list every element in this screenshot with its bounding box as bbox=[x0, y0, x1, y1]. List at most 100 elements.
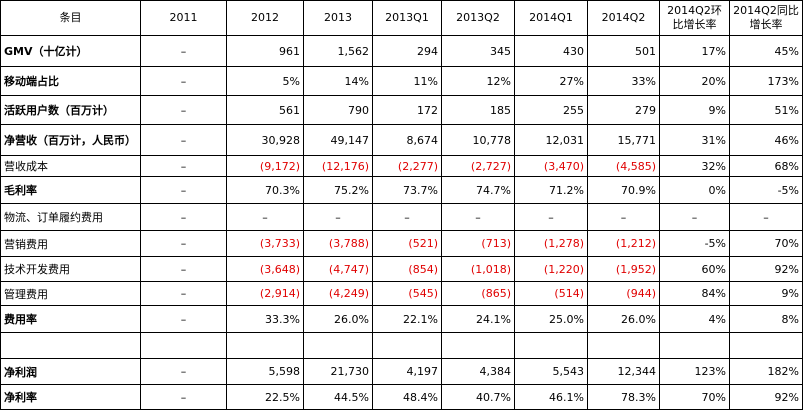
empty-cell bbox=[140, 332, 227, 359]
header-cell: 2013 bbox=[303, 0, 373, 36]
data-row: 净利润 –5,598 21,730 4,197 4,384 5,543 12,344 123%… bbox=[0, 358, 803, 385]
empty-cell bbox=[303, 332, 373, 359]
row-label: 费用率 bbox=[0, 305, 141, 333]
header-cell: 条目 bbox=[0, 0, 141, 36]
value-cell: 12,344 bbox=[587, 358, 660, 385]
value-cell: 501 bbox=[587, 35, 660, 67]
value-cell: 46% bbox=[729, 124, 803, 156]
value-cell: 40.7% bbox=[441, 384, 515, 410]
row-label: 净营收（百万计，人民币） bbox=[0, 124, 141, 156]
data-row: 营销费用 – (3,733) (3,788) (521) (713) (1,278) (1,2… bbox=[0, 230, 803, 257]
empty-cell bbox=[0, 332, 141, 359]
header-cell: 2013Q1 bbox=[372, 0, 442, 36]
data-row: 活跃用户数（百万计） –561 790 172 185 255 279 9% 51% bbox=[0, 95, 803, 125]
value-cell: – bbox=[140, 305, 227, 333]
row-label: 管理费用 bbox=[0, 281, 141, 306]
value-cell: 60% bbox=[659, 256, 730, 282]
data-row: 净营收（百万计，人民币） –30,928 49,147 8,674 10,778 12,0… bbox=[0, 124, 803, 156]
value-cell: -5% bbox=[659, 230, 730, 257]
header-cell: 2013Q2 bbox=[441, 0, 515, 36]
data-row: 毛利率 –70.3% 75.2% 73.7% 74.7% 71.2% 70.9% 0% -5% bbox=[0, 176, 803, 204]
value-cell: 430 bbox=[514, 35, 588, 67]
value-cell: 92% bbox=[729, 384, 803, 410]
value-cell: -5% bbox=[729, 176, 803, 204]
value-cell: 5% bbox=[226, 66, 304, 96]
value-cell: 71.2% bbox=[514, 176, 588, 204]
value-cell: 73.7% bbox=[372, 176, 442, 204]
value-cell: (865) bbox=[441, 281, 515, 306]
value-cell: 70% bbox=[659, 384, 730, 410]
header-row: 条目 2011 2012 2013 2013Q1 2013Q2 2014Q1 2014Q2 20… bbox=[0, 0, 803, 36]
value-cell: 0% bbox=[659, 176, 730, 204]
row-label: 净利率 bbox=[0, 384, 141, 410]
value-cell: 1,562 bbox=[303, 35, 373, 67]
value-cell: 17% bbox=[659, 35, 730, 67]
row-label: 物流、订单履约费用 bbox=[0, 203, 141, 231]
value-cell: 172 bbox=[372, 95, 442, 125]
value-cell: (3,788) bbox=[303, 230, 373, 257]
value-cell: (3,733) bbox=[226, 230, 304, 257]
value-cell: 45% bbox=[729, 35, 803, 67]
data-row: 费用率 –33.3% 26.0% 22.1% 24.1% 25.0% 26.0% 4% 8% bbox=[0, 305, 803, 333]
value-cell: – bbox=[372, 203, 442, 231]
value-cell: 123% bbox=[659, 358, 730, 385]
value-cell: (944) bbox=[587, 281, 660, 306]
data-row: 技术开发费用 – (3,648) (4,747) (854) (1,018) (1,220)… bbox=[0, 256, 803, 282]
value-cell: 22.1% bbox=[372, 305, 442, 333]
value-cell: (9,172) bbox=[226, 155, 304, 177]
value-cell: 20% bbox=[659, 66, 730, 96]
empty-cell bbox=[729, 332, 803, 359]
value-cell: (2,727) bbox=[441, 155, 515, 177]
value-cell: (4,249) bbox=[303, 281, 373, 306]
value-cell: 9% bbox=[659, 95, 730, 125]
value-cell: 12,031 bbox=[514, 124, 588, 156]
value-cell: 70% bbox=[729, 230, 803, 257]
value-cell: 24.1% bbox=[441, 305, 515, 333]
value-cell: 294 bbox=[372, 35, 442, 67]
data-row: 净利率 –22.5% 44.5% 48.4% 40.7% 46.1% 78.3% 70% 92% bbox=[0, 384, 803, 410]
value-cell: 4% bbox=[659, 305, 730, 333]
value-cell: 15,771 bbox=[587, 124, 660, 156]
value-cell: 173% bbox=[729, 66, 803, 96]
value-cell: 49,147 bbox=[303, 124, 373, 156]
value-cell: (1,952) bbox=[587, 256, 660, 282]
header-cell: 2011 bbox=[140, 0, 227, 36]
value-cell: (854) bbox=[372, 256, 442, 282]
data-row: 营收成本 – (9,172) (12,176) (2,277) (2,727) (3,470… bbox=[0, 155, 803, 177]
header-cell: 2014Q2同比增长率 bbox=[729, 0, 803, 36]
value-cell: 70.3% bbox=[226, 176, 304, 204]
row-label: 净利润 bbox=[0, 358, 141, 385]
value-cell: (3,470) bbox=[514, 155, 588, 177]
row-label: 营收成本 bbox=[0, 155, 141, 177]
value-cell: – bbox=[140, 35, 227, 67]
value-cell: 51% bbox=[729, 95, 803, 125]
value-cell: (1,220) bbox=[514, 256, 588, 282]
data-row: 移动端占比 –5% 14% 11% 12% 27% 33% 20% 173% bbox=[0, 66, 803, 96]
value-cell: – bbox=[140, 124, 227, 156]
spacer-row bbox=[0, 332, 803, 359]
value-cell: 26.0% bbox=[587, 305, 660, 333]
value-cell: 8% bbox=[729, 305, 803, 333]
row-label: 移动端占比 bbox=[0, 66, 141, 96]
value-cell: 48.4% bbox=[372, 384, 442, 410]
value-cell: – bbox=[140, 358, 227, 385]
value-cell: – bbox=[140, 95, 227, 125]
value-cell: (1,018) bbox=[441, 256, 515, 282]
row-label: 营销费用 bbox=[0, 230, 141, 257]
value-cell: (12,176) bbox=[303, 155, 373, 177]
value-cell: 22.5% bbox=[226, 384, 304, 410]
empty-cell bbox=[226, 332, 304, 359]
value-cell: – bbox=[140, 155, 227, 177]
value-cell: 8,674 bbox=[372, 124, 442, 156]
value-cell: 31% bbox=[659, 124, 730, 156]
empty-cell bbox=[587, 332, 660, 359]
value-cell: – bbox=[226, 203, 304, 231]
value-cell: – bbox=[514, 203, 588, 231]
empty-cell bbox=[659, 332, 730, 359]
value-cell: 185 bbox=[441, 95, 515, 125]
value-cell: 255 bbox=[514, 95, 588, 125]
row-label: 活跃用户数（百万计） bbox=[0, 95, 141, 125]
value-cell: 70.9% bbox=[587, 176, 660, 204]
value-cell: (514) bbox=[514, 281, 588, 306]
